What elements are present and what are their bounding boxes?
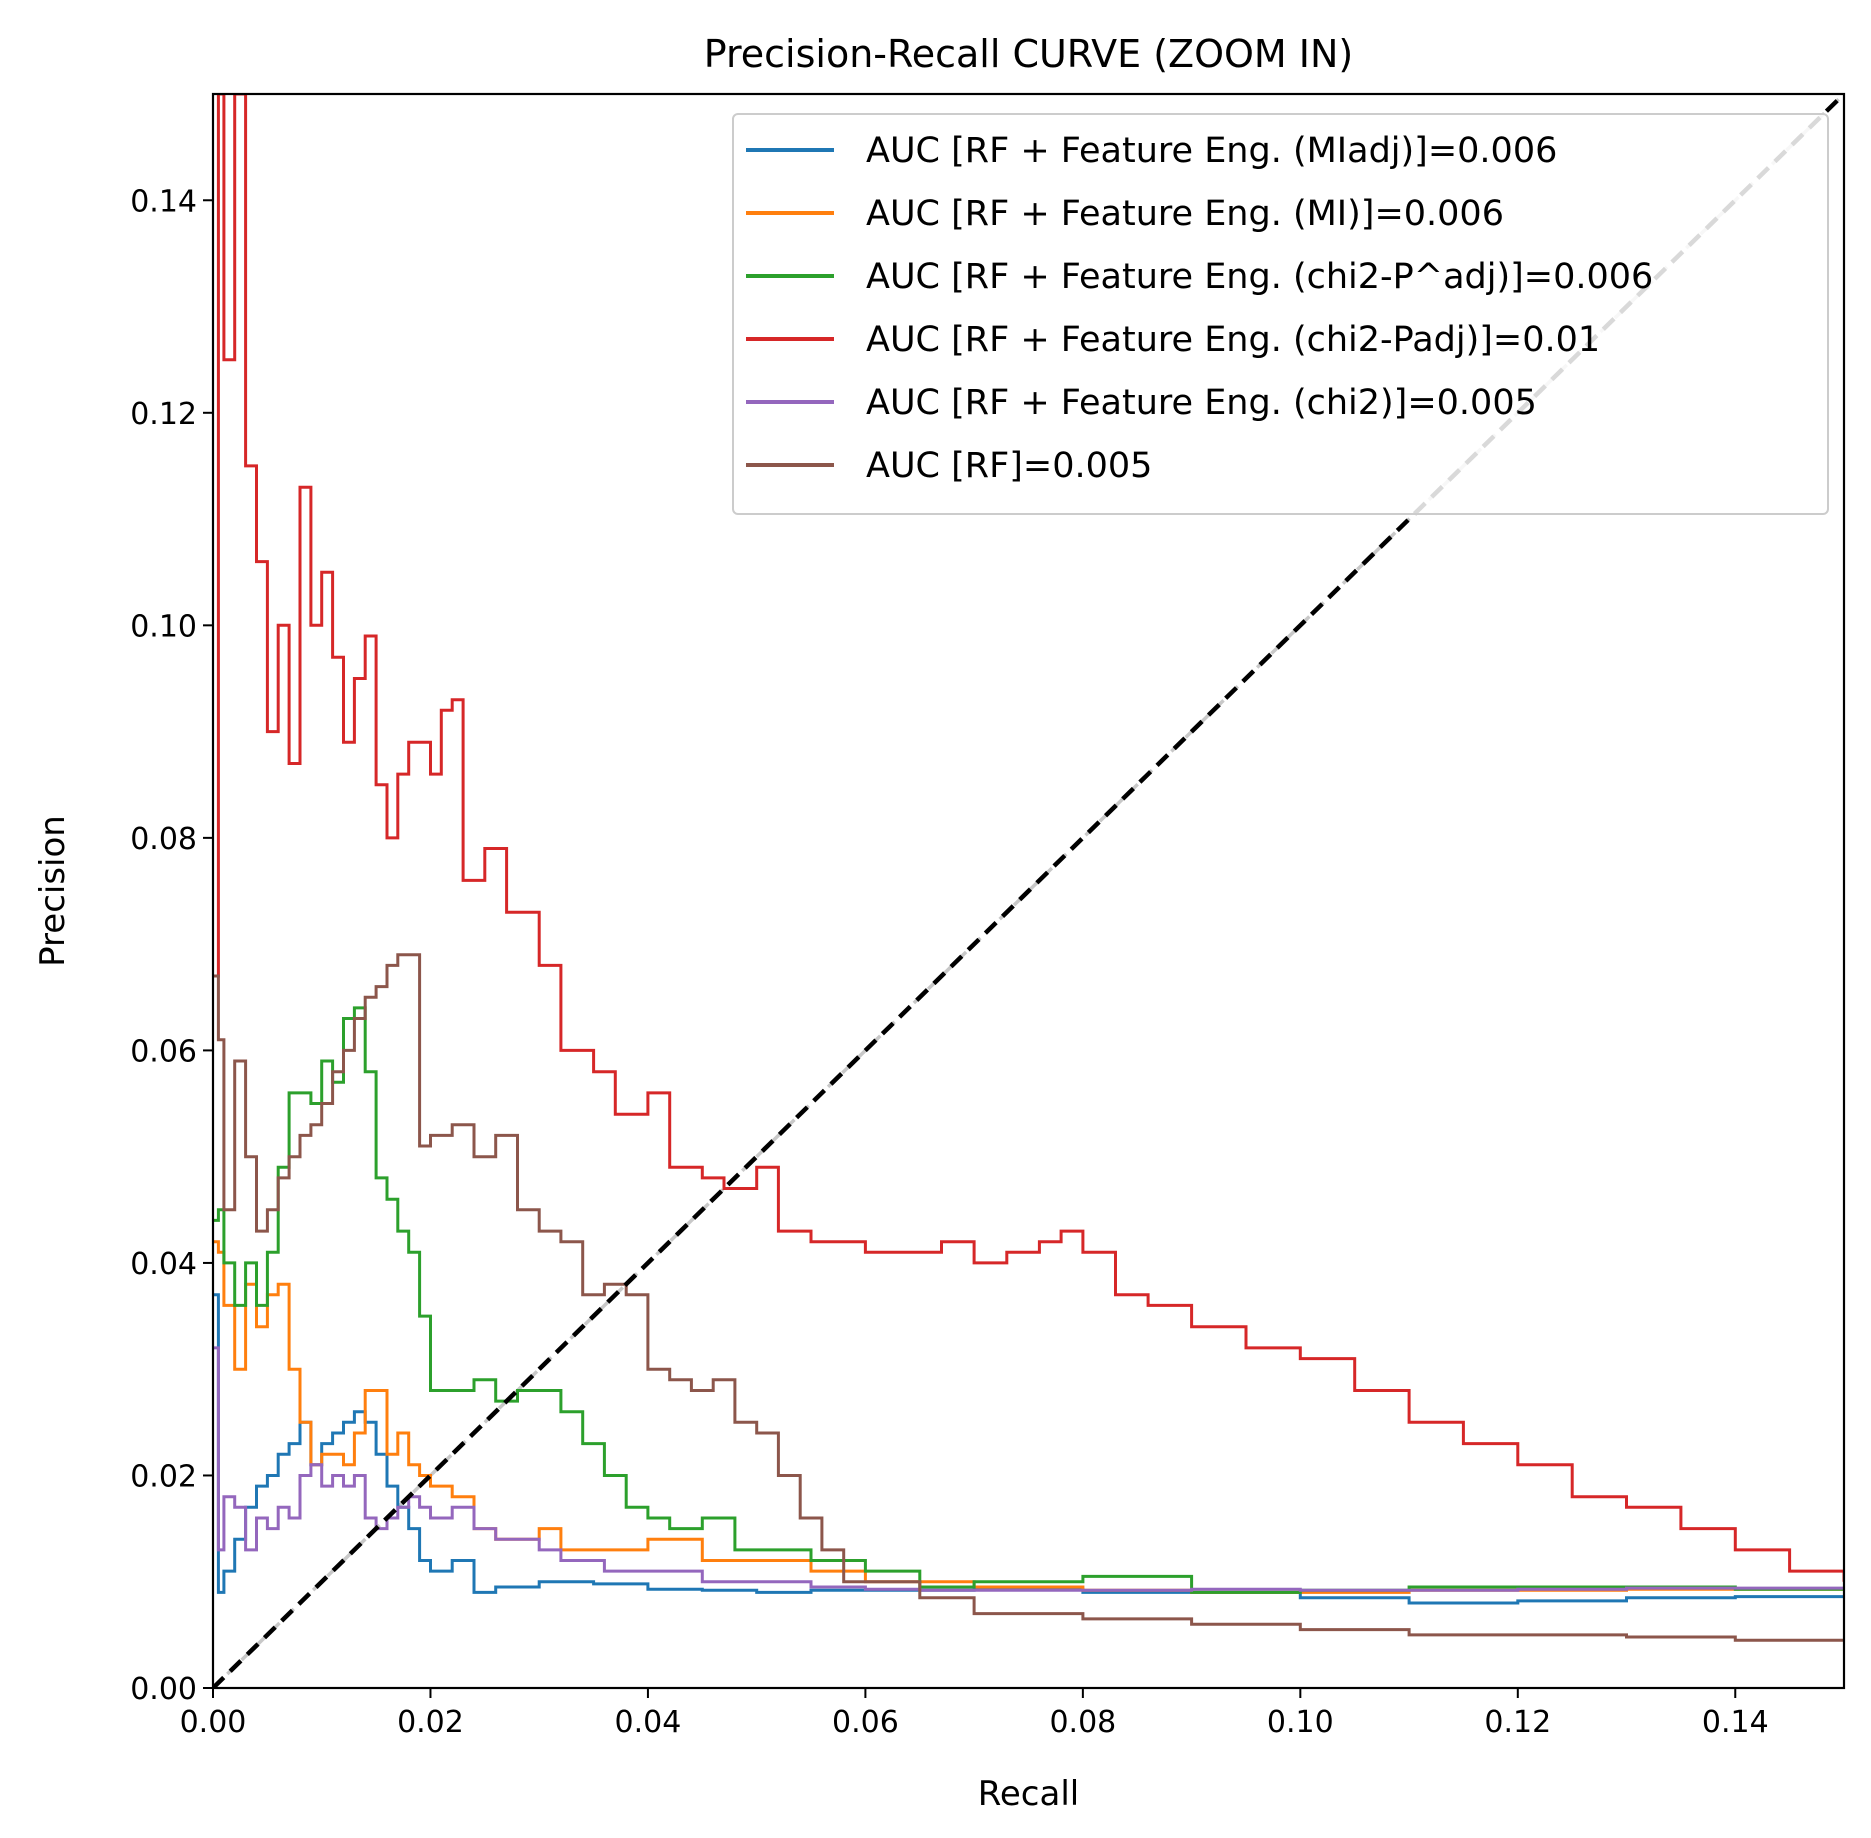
series-line-3	[213, 94, 1844, 1582]
chart-title: Precision-Recall CURVE (ZOOM IN)	[704, 32, 1353, 76]
axis-ticks: 0.00 0.02 0.04 0.06 0.08 0.10 0.12 0.14 0.00 0.02…	[130, 184, 1768, 1740]
y-tick-label: 0.04	[130, 1247, 197, 1282]
y-tick-label: 0.06	[130, 1034, 197, 1069]
y-tick-label: 0.02	[130, 1459, 197, 1494]
series-line-5	[213, 953, 1844, 1642]
series-line-4	[213, 1346, 1844, 1592]
x-tick-label: 0.08	[1049, 1705, 1116, 1740]
y-tick-label: 0.00	[130, 1672, 197, 1707]
x-tick-label: 0.06	[832, 1705, 899, 1740]
legend-label-4: AUC [RF + Feature Eng. (chi2)]=0.005	[866, 383, 1537, 423]
legend-box	[732, 113, 1829, 515]
y-tick-label: 0.12	[130, 397, 197, 432]
legend-label-5: AUC [RF]=0.005	[866, 446, 1152, 486]
legend-label-1: AUC [RF + Feature Eng. (MI)]=0.006	[866, 194, 1504, 234]
x-tick-label: 0.14	[1702, 1705, 1769, 1740]
series-line-1	[213, 1240, 1844, 1594]
series-line-0	[213, 1293, 1844, 1605]
series-line-2	[213, 1006, 1844, 1594]
legend-label-3: AUC [RF + Feature Eng. (chi2-Padj)]=0.01	[866, 320, 1600, 360]
legend-label-2: AUC [RF + Feature Eng. (chi2-P^adj)]=0.0…	[866, 257, 1653, 297]
x-tick-label: 0.04	[615, 1705, 682, 1740]
legend-label-0: AUC [RF + Feature Eng. (MIadj)]=0.006	[866, 131, 1557, 171]
legend: AUC [RF + Feature Eng. (MIadj)]=0.006 AUC…	[732, 113, 1829, 515]
x-axis-label: Recall	[978, 1774, 1079, 1814]
x-tick-label: 0.12	[1484, 1705, 1551, 1740]
x-tick-label: 0.02	[397, 1705, 464, 1740]
y-tick-label: 0.10	[130, 609, 197, 644]
y-axis-label: Precision	[33, 815, 73, 967]
x-tick-label: 0.00	[180, 1705, 247, 1740]
y-tick-label: 0.08	[130, 822, 197, 857]
y-tick-label: 0.14	[130, 184, 197, 219]
x-tick-label: 0.10	[1267, 1705, 1334, 1740]
plot-frame	[211, 92, 1846, 1690]
